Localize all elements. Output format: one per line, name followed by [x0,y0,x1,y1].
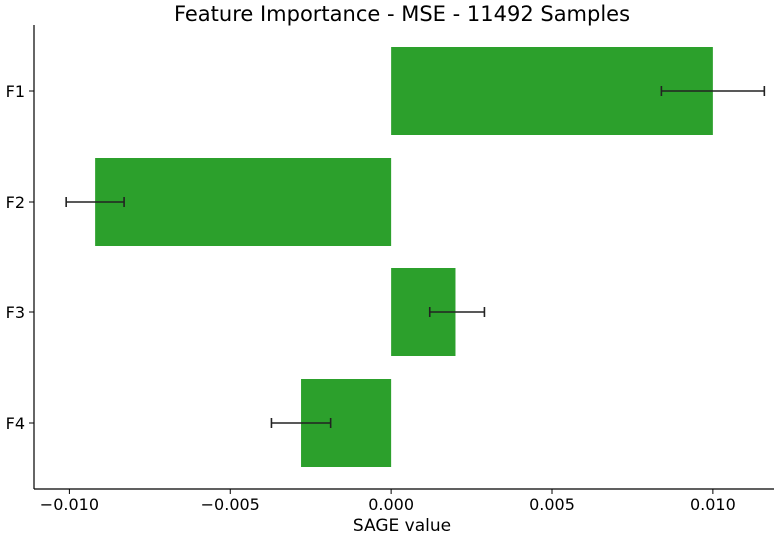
axes-layer [33,25,774,490]
x-tick-label: 0.000 [368,495,414,514]
errorbar-f4 [270,418,332,428]
errorbars-layer [65,86,766,428]
x-tick-label: 0.005 [529,495,575,514]
y-tick-label-f4: F4 [6,414,25,433]
y-tick-label-f2: F2 [6,193,25,212]
x-ticks: −0.010 −0.005 0.000 0.005 0.010 [40,489,736,514]
errorbar-f1 [660,86,766,96]
chart-title: Feature Importance - MSE - 11492 Samples [174,2,630,26]
bar-f1 [391,47,713,135]
bars-layer [95,47,713,467]
y-tick-label-f1: F1 [6,82,25,101]
y-ticks: F1 F2 F3 F4 [6,82,34,433]
x-tick-label: 0.010 [690,495,736,514]
bar-f2 [95,158,392,246]
x-axis-label: SAGE value [353,516,451,536]
errorbar-f3 [428,307,486,317]
errorbar-f2 [65,197,125,207]
x-tick-label: −0.010 [40,495,99,514]
y-tick-label-f3: F3 [6,303,25,322]
x-tick-label: −0.005 [201,495,260,514]
